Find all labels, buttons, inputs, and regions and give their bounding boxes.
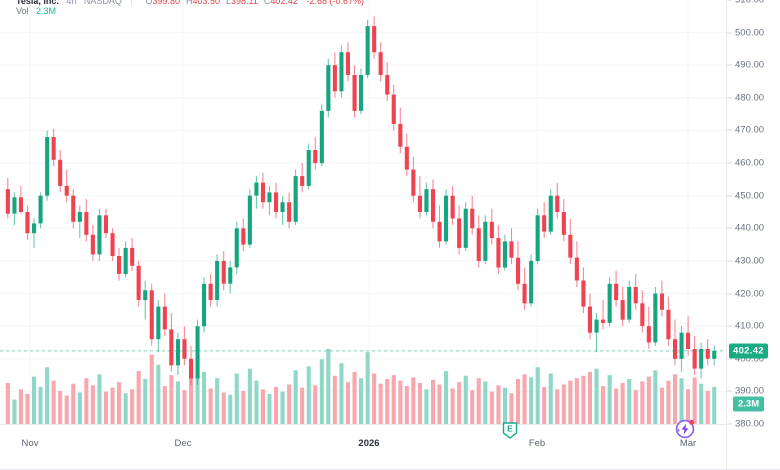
price-tick-label: 460.00 xyxy=(735,157,765,169)
price-tick-mark xyxy=(727,162,732,164)
earnings-marker[interactable]: E xyxy=(502,422,518,439)
price-tick-label: 400.00 xyxy=(735,353,765,365)
price-tick-mark xyxy=(727,0,732,1)
price-tick-label: 480.00 xyxy=(735,92,765,104)
current-volume-badge[interactable]: 2.3M xyxy=(733,396,765,412)
price-tick-mark xyxy=(727,423,732,425)
time-axis[interactable]: Nov Dec 2026 Feb Mar xyxy=(0,424,726,470)
time-tick-label: Mar xyxy=(679,438,697,449)
price-axis[interactable]: 510.00 500.00 490.00 480.00 470.00 460.00 450.… xyxy=(726,0,780,470)
price-tick-label: 500.00 xyxy=(735,27,765,39)
current-price-badge[interactable]: 402.42 xyxy=(729,343,768,359)
volume-series xyxy=(5,349,717,424)
price-tick-mark xyxy=(727,64,732,66)
time-tick-label: 2026 xyxy=(358,438,380,449)
time-tick-label: Feb xyxy=(528,438,546,449)
earnings-marker-label: E xyxy=(507,423,513,433)
price-tick-label: 450.00 xyxy=(735,190,765,202)
current-price-line xyxy=(0,350,726,352)
price-tick-label: 430.00 xyxy=(735,255,765,267)
price-tick-label: 410.00 xyxy=(735,320,765,332)
candlestick-series xyxy=(5,16,717,385)
price-tick-label: 510.00 xyxy=(735,0,765,6)
price-tick-mark xyxy=(727,32,732,34)
price-tick-mark xyxy=(727,97,732,99)
price-tick-label: 420.00 xyxy=(735,288,765,300)
price-tick-label: 390.00 xyxy=(735,385,765,397)
time-tick-label: Nov xyxy=(21,438,39,449)
price-tick-mark xyxy=(727,227,732,229)
ai-lightning-icon[interactable] xyxy=(673,416,697,440)
price-tick-mark xyxy=(727,195,732,197)
price-tick-label: 440.00 xyxy=(735,222,765,234)
price-tick-mark xyxy=(727,129,732,131)
price-tick-label: 380.00 xyxy=(735,418,765,430)
chart-plot-area[interactable] xyxy=(0,0,726,424)
price-tick-mark xyxy=(727,358,732,360)
price-tick-mark xyxy=(727,260,732,262)
time-tick-label: Dec xyxy=(174,438,192,449)
price-tick-mark xyxy=(727,325,732,327)
price-tick-label: 470.00 xyxy=(735,124,765,136)
price-tick-label: 490.00 xyxy=(735,59,765,71)
price-tick-mark xyxy=(727,390,732,392)
price-tick-mark xyxy=(727,293,732,295)
